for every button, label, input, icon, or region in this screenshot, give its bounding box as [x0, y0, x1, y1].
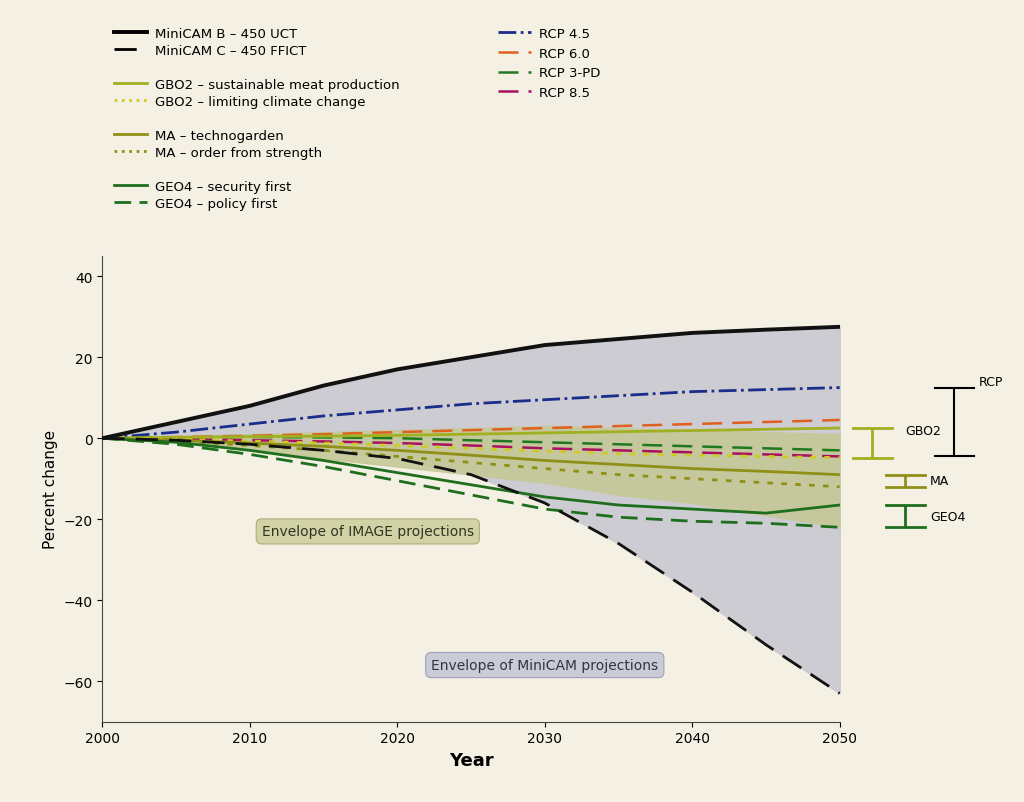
X-axis label: Year: Year — [449, 751, 494, 769]
Text: MA: MA — [930, 475, 949, 488]
Text: RCP: RCP — [979, 375, 1004, 388]
Text: GBO2: GBO2 — [905, 425, 941, 438]
Text: Envelope of IMAGE projections: Envelope of IMAGE projections — [262, 525, 474, 539]
Y-axis label: Percent change: Percent change — [43, 430, 58, 549]
Text: GEO4: GEO4 — [930, 510, 966, 523]
Legend: RCP 4.5, RCP 6.0, RCP 3-PD, RCP 8.5: RCP 4.5, RCP 6.0, RCP 3-PD, RCP 8.5 — [493, 22, 605, 105]
Text: Envelope of MiniCAM projections: Envelope of MiniCAM projections — [431, 658, 658, 672]
